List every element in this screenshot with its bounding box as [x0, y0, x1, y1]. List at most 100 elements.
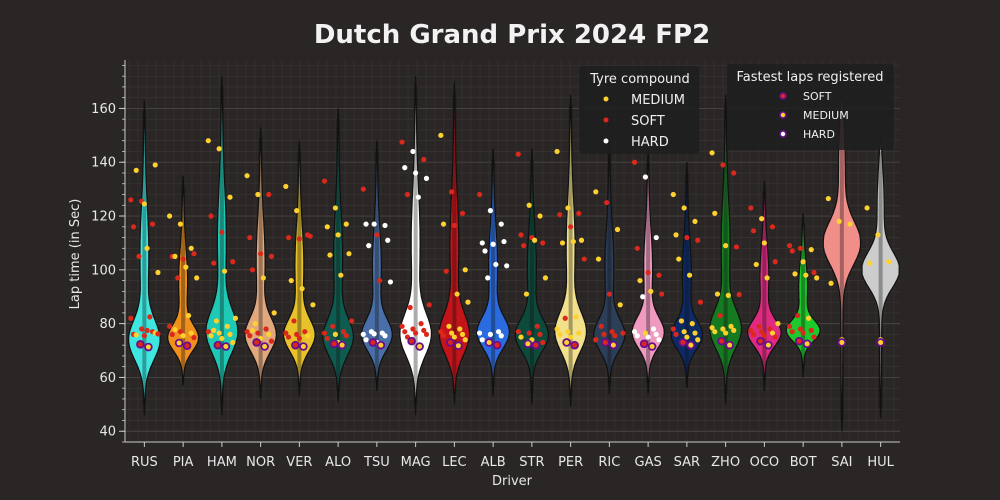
- lap-point-rus: [144, 327, 150, 333]
- lap-point-str: [537, 213, 543, 219]
- lap-point-gas: [645, 269, 651, 276]
- fastest-lap-nor: [252, 338, 261, 347]
- lap-point-ric: [593, 189, 599, 195]
- lap-point-ham: [230, 259, 236, 265]
- lap-point-tsu: [385, 237, 391, 243]
- lap-point-alb: [479, 240, 485, 246]
- lap-point-str: [526, 330, 532, 336]
- lap-point-per: [554, 148, 560, 155]
- lap-point-bot: [814, 275, 820, 281]
- lap-point-ver: [296, 335, 302, 342]
- fastest-lap-ric: [609, 340, 618, 350]
- lap-point-gas: [656, 272, 662, 278]
- lap-point-sar: [681, 329, 687, 335]
- x-tick-label-bot: BOT: [790, 455, 817, 470]
- x-tick-label-mag: MAG: [401, 455, 431, 470]
- lap-point-lec: [438, 132, 444, 138]
- lap-point-alb: [490, 241, 496, 247]
- x-tick-label-alo: ALO: [325, 455, 351, 470]
- legend-fastest-laps: Fastest laps registered SOFT MEDIUM HARD: [727, 64, 894, 150]
- lap-point-ver: [283, 330, 289, 336]
- lap-point-lec: [440, 221, 447, 227]
- lap-point-sar: [673, 232, 679, 238]
- lap-point-ric: [593, 337, 599, 343]
- lap-point-hul: [886, 259, 892, 265]
- lap-point-alb: [487, 208, 494, 214]
- lap-point-alo: [335, 232, 341, 238]
- lap-point-ham: [213, 318, 220, 324]
- lap-point-ham: [232, 315, 239, 321]
- lap-point-oco: [764, 275, 770, 281]
- x-tick-label-ver: VER: [286, 455, 312, 470]
- lap-point-tsu: [360, 186, 366, 192]
- lap-point-lec: [451, 334, 457, 340]
- lap-point-lec: [462, 267, 468, 273]
- fastest-lap-lec: [446, 338, 455, 347]
- lap-point-gas: [637, 277, 643, 284]
- fastest-lap-lec: [454, 341, 463, 350]
- lap-point-per: [565, 205, 571, 211]
- x-tick-label-sai: SAI: [831, 455, 852, 470]
- lap-point-rus: [149, 221, 156, 227]
- lap-point-gas: [631, 159, 638, 165]
- lap-point-ver: [294, 208, 300, 214]
- x-tick-label-pia: PIA: [173, 455, 194, 470]
- y-axis-label: Lap time (in Sec): [68, 199, 83, 310]
- legend-soft-marker: [603, 117, 609, 123]
- x-tick-label-lec: LEC: [442, 455, 467, 470]
- fastest-lap-mag: [415, 342, 424, 351]
- lap-point-sar: [692, 330, 698, 336]
- lap-point-lec: [438, 329, 444, 335]
- lap-point-ver: [291, 318, 297, 324]
- x-tick-label-ric: RIC: [598, 455, 620, 470]
- lap-point-mag: [413, 170, 419, 176]
- lap-point-sar: [684, 334, 690, 340]
- lap-point-lec: [465, 299, 471, 305]
- fastest-lap-per: [570, 340, 579, 350]
- lap-point-gas: [653, 331, 659, 337]
- lap-point-zho: [731, 170, 737, 176]
- lap-point-mag: [410, 326, 416, 332]
- lap-point-ver: [307, 233, 313, 239]
- lap-point-lec: [440, 333, 447, 339]
- lap-point-hul: [864, 205, 870, 211]
- lap-point-str: [540, 240, 546, 246]
- fastest-lap-pia: [174, 338, 184, 348]
- lap-point-nor: [266, 191, 272, 198]
- lap-point-sar: [678, 318, 685, 324]
- lap-point-lec: [459, 210, 466, 216]
- lap-point-ver: [296, 236, 302, 242]
- lap-point-gas: [656, 337, 662, 343]
- lap-point-gas: [634, 333, 640, 339]
- lap-point-per: [562, 315, 568, 321]
- lap-point-alb: [504, 263, 510, 269]
- lap-point-alb: [501, 238, 507, 245]
- lap-point-zho: [725, 292, 731, 298]
- lap-point-str: [526, 202, 532, 208]
- lap-point-tsu: [376, 277, 383, 284]
- lap-point-str: [518, 232, 524, 238]
- legend-tyre-compound: Tyre compound MEDIUM SOFT HARD: [579, 66, 699, 154]
- lap-point-alo: [327, 252, 333, 258]
- lap-point-nor: [244, 173, 250, 179]
- lap-point-pia: [180, 333, 186, 339]
- lap-point-tsu: [374, 232, 380, 238]
- lap-point-pia: [172, 253, 178, 259]
- lap-point-per: [568, 334, 574, 340]
- lap-point-nor: [258, 251, 264, 257]
- lap-point-oco: [756, 323, 762, 329]
- lap-point-tsu: [382, 333, 388, 339]
- lap-point-alo: [324, 224, 330, 230]
- lap-point-nor: [249, 327, 256, 333]
- lap-point-gas: [634, 245, 640, 251]
- lap-point-mag: [399, 323, 405, 329]
- lap-point-rus: [155, 269, 161, 276]
- lap-point-rus: [141, 333, 147, 339]
- lap-point-ham: [205, 329, 211, 335]
- lap-point-bot: [789, 329, 795, 335]
- lap-point-mag: [426, 302, 432, 308]
- lap-point-str: [542, 275, 549, 281]
- lap-point-ham: [216, 330, 222, 336]
- fastest-lap-oco: [764, 340, 773, 350]
- lap-point-rus: [139, 326, 145, 332]
